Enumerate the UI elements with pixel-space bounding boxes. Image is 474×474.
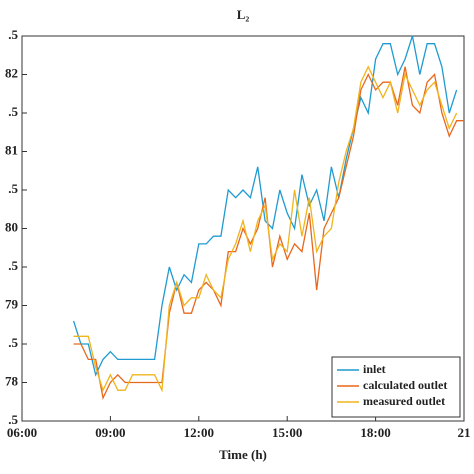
y-tick-label: .5 bbox=[8, 181, 18, 196]
x-tick-label: 09:00 bbox=[95, 425, 125, 440]
legend-label: calculated outlet bbox=[363, 378, 447, 392]
y-tick-label: 82 bbox=[5, 65, 18, 80]
y-tick-label: 80 bbox=[5, 219, 18, 234]
x-axis-label: Time (h) bbox=[219, 447, 267, 462]
x-tick-label: 12:00 bbox=[184, 425, 214, 440]
x-tick-label: 15:00 bbox=[272, 425, 302, 440]
chart-title: L₂ bbox=[237, 7, 250, 22]
y-tick-label: .5 bbox=[8, 104, 18, 119]
x-tick-label: 06:00 bbox=[7, 425, 37, 440]
x-tick-label: 18:00 bbox=[360, 425, 390, 440]
legend-box bbox=[331, 356, 461, 418]
y-tick-label: .5 bbox=[8, 258, 18, 273]
y-tick-label: .5 bbox=[8, 27, 18, 42]
y-tick-label: 79 bbox=[5, 296, 19, 311]
y-tick-label: 81 bbox=[5, 142, 18, 157]
y-tick-label: .5 bbox=[8, 412, 18, 427]
series-line bbox=[72, 35, 458, 377]
y-tick-label: .5 bbox=[8, 335, 18, 350]
x-tick-label: 21 bbox=[458, 425, 471, 440]
series-line bbox=[73, 65, 458, 393]
legend-label: inlet bbox=[363, 362, 386, 376]
y-tick-label: 78 bbox=[5, 373, 19, 388]
legend-label: measured outlet bbox=[363, 394, 445, 408]
